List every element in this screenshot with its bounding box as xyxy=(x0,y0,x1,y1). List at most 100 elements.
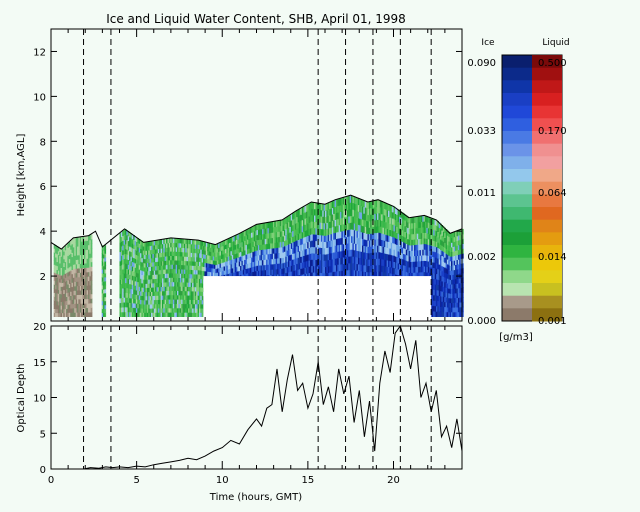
field-cell xyxy=(377,264,379,272)
field-cell xyxy=(431,234,434,241)
field-cell xyxy=(377,251,379,259)
field-cell xyxy=(55,253,57,258)
field-cell xyxy=(179,273,182,278)
field-cell xyxy=(172,242,175,248)
field-cell xyxy=(446,249,449,255)
field-cell xyxy=(364,252,367,260)
field-cell xyxy=(353,256,356,264)
field-cell xyxy=(245,249,248,255)
field-cell xyxy=(444,237,446,243)
field-cell xyxy=(455,231,457,237)
field-cell xyxy=(338,211,341,219)
field-cell xyxy=(293,253,296,260)
field-cell xyxy=(182,290,185,296)
field-cell xyxy=(296,251,298,259)
field-cell xyxy=(388,229,390,236)
field-cell xyxy=(207,263,209,268)
field-cell xyxy=(205,246,208,251)
field-cell xyxy=(414,239,416,246)
field-cell xyxy=(374,226,376,234)
field-cell xyxy=(357,263,360,271)
field-cell xyxy=(182,251,185,257)
field-cell xyxy=(456,288,459,294)
field-cell xyxy=(222,249,224,255)
field-cell xyxy=(64,265,67,270)
field-cell xyxy=(314,240,316,248)
field-cell xyxy=(392,205,394,213)
field-cell xyxy=(181,247,183,253)
field-cell xyxy=(148,270,150,276)
field-cell xyxy=(144,304,146,309)
field-cell xyxy=(142,295,145,301)
field-cell xyxy=(79,241,82,247)
field-cell xyxy=(162,282,164,287)
field-cell xyxy=(375,213,378,221)
field-cell xyxy=(208,267,211,272)
field-cell xyxy=(223,257,226,263)
field-cell xyxy=(133,284,135,290)
field-cell xyxy=(433,224,435,231)
field-cell xyxy=(103,312,105,317)
field-cell xyxy=(166,251,168,257)
field-cell xyxy=(363,226,366,233)
field-cell xyxy=(171,307,174,313)
field-cell xyxy=(425,271,427,278)
field-cell xyxy=(262,233,264,240)
field-cell xyxy=(253,246,256,252)
field-cell xyxy=(445,233,448,240)
field-cell xyxy=(81,285,83,291)
field-cell xyxy=(72,281,75,287)
field-cell xyxy=(72,312,75,317)
field-cell xyxy=(179,260,182,266)
field-cell xyxy=(181,260,183,266)
field-cell xyxy=(401,224,404,231)
field-cell xyxy=(149,295,152,301)
field-cell xyxy=(88,244,90,250)
field-cell xyxy=(427,266,430,273)
field-cell xyxy=(445,306,448,313)
field-cell xyxy=(353,236,356,244)
field-cell xyxy=(246,229,249,235)
field-cell xyxy=(83,307,86,313)
field-cell xyxy=(167,268,170,274)
field-cell xyxy=(156,265,159,271)
field-cell xyxy=(194,265,197,271)
field-cell xyxy=(64,296,67,302)
field-cell xyxy=(129,264,131,271)
field-cell xyxy=(141,312,144,317)
field-cell xyxy=(378,251,381,259)
field-cell xyxy=(175,264,178,270)
field-cell xyxy=(290,271,293,278)
field-cell xyxy=(360,251,363,259)
field-cell xyxy=(177,290,179,296)
field-cell xyxy=(152,282,155,288)
field-cell xyxy=(174,268,176,274)
field-cell xyxy=(231,236,234,242)
field-cell xyxy=(56,312,59,317)
field-cell xyxy=(197,269,200,275)
field-cell xyxy=(71,239,74,245)
field-cell xyxy=(166,303,168,309)
field-cell xyxy=(55,257,57,262)
field-cell xyxy=(185,260,187,266)
field-cell xyxy=(72,294,75,300)
field-cell xyxy=(159,312,161,317)
field-cell xyxy=(314,246,316,254)
field-cell xyxy=(319,228,322,236)
field-cell xyxy=(167,312,170,317)
field-cell xyxy=(189,248,192,253)
field-cell xyxy=(267,253,270,260)
field-cell xyxy=(351,242,353,250)
field-cell xyxy=(62,267,64,272)
field-cell xyxy=(83,240,86,246)
field-cell xyxy=(456,302,459,308)
field-cell xyxy=(292,270,294,277)
field-cell xyxy=(305,242,308,249)
field-cell xyxy=(60,271,63,276)
field-cell xyxy=(363,271,366,279)
field-cell xyxy=(260,249,263,256)
field-cell xyxy=(368,201,371,209)
field-cell xyxy=(145,308,148,313)
field-cell xyxy=(448,311,450,317)
field-cell xyxy=(181,294,183,300)
